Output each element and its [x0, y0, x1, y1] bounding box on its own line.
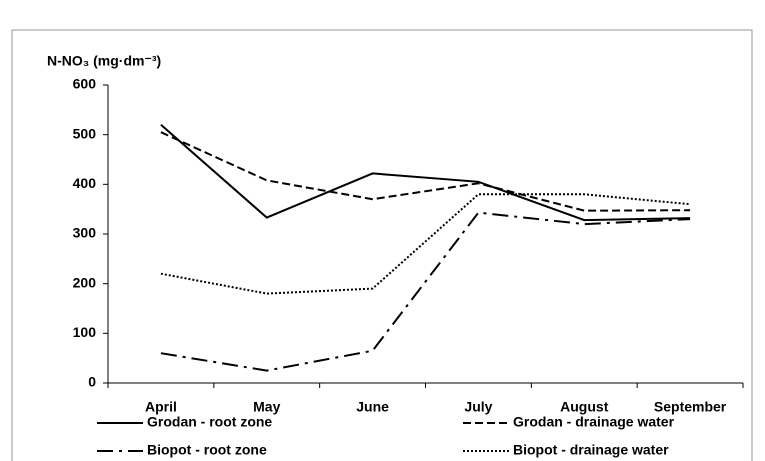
y-tick-label: 500 [73, 125, 97, 141]
x-tick-label: July [464, 399, 492, 415]
x-tick-label: May [253, 399, 280, 415]
series-line [160, 193, 691, 295]
legend-label: Biopot - drainage water [513, 442, 669, 458]
series-line [160, 211, 691, 372]
x-tick-label: April [145, 399, 177, 415]
legend-label: Grodan - drainage water [513, 414, 675, 430]
y-axis-label: N-NO₃ (mg·dm⁻³) [47, 53, 161, 69]
legend-label: Grodan - root zone [147, 414, 272, 430]
y-tick-label: 300 [73, 225, 97, 241]
y-tick-label: 400 [73, 175, 97, 191]
x-tick-label: June [356, 399, 389, 415]
y-tick-label: 100 [73, 324, 97, 340]
x-tick-label: September [654, 399, 727, 415]
chart-frame [11, 29, 753, 461]
x-tick-label: August [560, 399, 609, 415]
y-tick-label: 600 [73, 76, 97, 92]
y-tick-label: 0 [88, 374, 96, 390]
legend-label: Biopot - root zone [147, 442, 267, 458]
y-tick-label: 200 [73, 274, 97, 290]
series-line [160, 123, 691, 222]
series-line [160, 131, 691, 212]
